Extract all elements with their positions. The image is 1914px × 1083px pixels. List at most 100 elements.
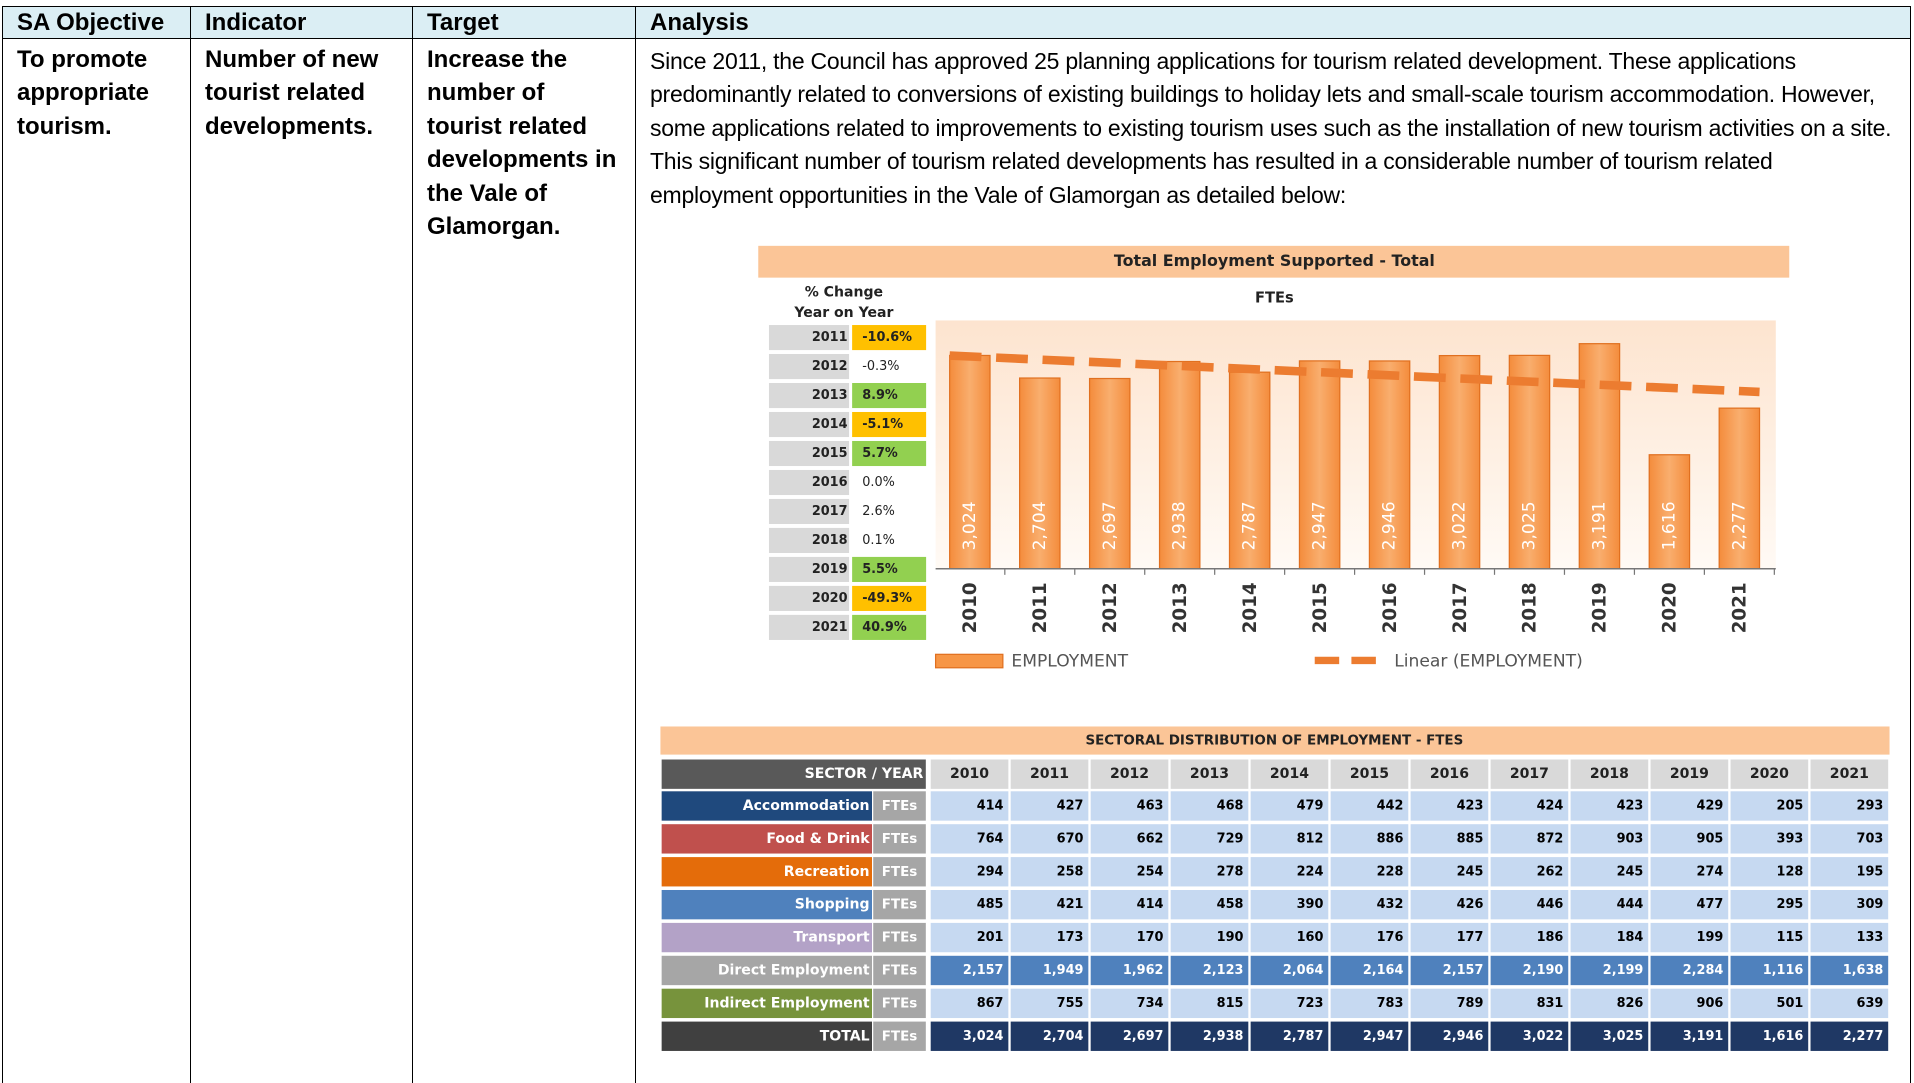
year-label: 2018 (1590, 766, 1629, 782)
unit-label: FTEs (882, 996, 918, 1011)
value-text: 128 (1777, 864, 1804, 879)
year-cell (1570, 759, 1649, 789)
value-cell (1090, 857, 1169, 887)
value-cell (1490, 857, 1569, 887)
bar (1298, 360, 1341, 570)
value-cell (930, 922, 1009, 953)
value-cell (1250, 955, 1329, 986)
unit-label: FTEs (882, 1029, 918, 1044)
value-cell (1810, 955, 1889, 986)
value-label: 2,787 (1240, 501, 1260, 550)
value-text: 1,616 (1763, 1029, 1804, 1044)
value-text: 295 (1777, 897, 1804, 912)
change-year: 2011 (812, 330, 848, 345)
value-text: 258 (1057, 864, 1084, 879)
value-text: 195 (1857, 864, 1884, 879)
year-label: 2016 (1430, 766, 1469, 782)
change-year-cell (767, 439, 851, 468)
value-label: 3,024 (960, 501, 980, 550)
chart-title-band (758, 245, 1790, 278)
value-label: 2,277 (1729, 501, 1749, 550)
value-cell (1410, 791, 1489, 821)
change-year-cell (767, 352, 851, 381)
value-cell (1810, 824, 1889, 854)
objective-cell: To promote appropriate tourism. (2, 39, 190, 1083)
value-text: 886 (1377, 831, 1404, 846)
year-cell (930, 759, 1009, 789)
value-cell (1730, 824, 1809, 854)
value-text: 2,123 (1203, 963, 1244, 978)
change-year-cell (767, 526, 851, 555)
value-text: 2,190 (1523, 963, 1564, 978)
value-cell (1650, 791, 1729, 821)
value-cell (1490, 791, 1569, 821)
x-tick-label: 2021 (1730, 582, 1751, 633)
change-year-cell (767, 555, 851, 584)
header-cell: Target (412, 6, 635, 39)
change-year-cell (767, 410, 851, 439)
change-value: 2.6% (862, 504, 895, 519)
value-text: 201 (977, 930, 1004, 945)
value-text: 2,284 (1683, 963, 1724, 978)
value-cell (1330, 1021, 1409, 1051)
change-value: -0.3% (862, 359, 899, 374)
change-value-cell (850, 323, 928, 352)
value-text: 463 (1137, 798, 1164, 813)
change-value: 5.5% (862, 562, 898, 577)
plot-area (935, 320, 1776, 569)
value-cell (1490, 955, 1569, 986)
change-value: -5.1% (862, 417, 903, 432)
value-cell (1250, 988, 1329, 1019)
bar (1508, 354, 1551, 570)
value-text: 228 (1377, 864, 1404, 879)
year-label: 2011 (1030, 766, 1069, 782)
change-year: 2013 (812, 388, 848, 403)
value-text: 2,938 (1203, 1029, 1244, 1044)
value-text: 2,697 (1123, 1029, 1164, 1044)
value-label: 2,947 (1310, 501, 1330, 550)
value-cell (1090, 791, 1169, 821)
value-cell (1330, 922, 1409, 953)
value-text: 903 (1617, 831, 1644, 846)
change-value-cell (850, 410, 928, 439)
x-tick-label: 2017 (1450, 582, 1471, 633)
value-cell (1250, 922, 1329, 953)
value-cell (1250, 857, 1329, 887)
value-text: 764 (977, 831, 1004, 846)
sector-title: SECTORAL DISTRIBUTION OF EMPLOYMENT - FT… (1085, 734, 1463, 749)
change-year: 2018 (812, 533, 848, 548)
value-cell (1410, 922, 1489, 953)
value-cell (1810, 988, 1889, 1019)
value-cell (1410, 857, 1489, 887)
unit-label: FTEs (882, 832, 918, 847)
year-label: 2021 (1830, 766, 1869, 782)
value-text: 190 (1217, 930, 1244, 945)
year-label: 2017 (1510, 766, 1549, 782)
unit-cell (873, 922, 926, 953)
value-text: 176 (1377, 930, 1404, 945)
change-value-cell (850, 352, 928, 381)
x-tick-label: 2018 (1520, 582, 1541, 633)
value-cell (1730, 857, 1809, 887)
sector-name-cell (661, 791, 873, 821)
value-cell (1490, 922, 1569, 953)
value-text: 2,704 (1043, 1029, 1084, 1044)
unit-cell (873, 889, 926, 920)
unit-cell (873, 824, 926, 854)
value-text: 2,277 (1843, 1029, 1884, 1044)
value-label: 3,022 (1450, 501, 1470, 550)
value-cell (1010, 955, 1089, 986)
value-text: 639 (1857, 996, 1884, 1011)
value-text: 2,157 (1443, 963, 1484, 978)
value-cell (1650, 922, 1729, 953)
value-cell (1730, 922, 1809, 953)
legend-label: Linear (EMPLOYMENT) (1394, 652, 1583, 672)
value-text: 245 (1617, 864, 1644, 879)
unit-label: FTEs (882, 931, 918, 946)
value-text: 734 (1137, 996, 1164, 1011)
value-label: 3,025 (1519, 501, 1539, 550)
value-label: 3,191 (1589, 501, 1609, 550)
unit-cell (873, 1021, 926, 1051)
value-cell (1730, 889, 1809, 920)
value-text: 783 (1377, 996, 1404, 1011)
